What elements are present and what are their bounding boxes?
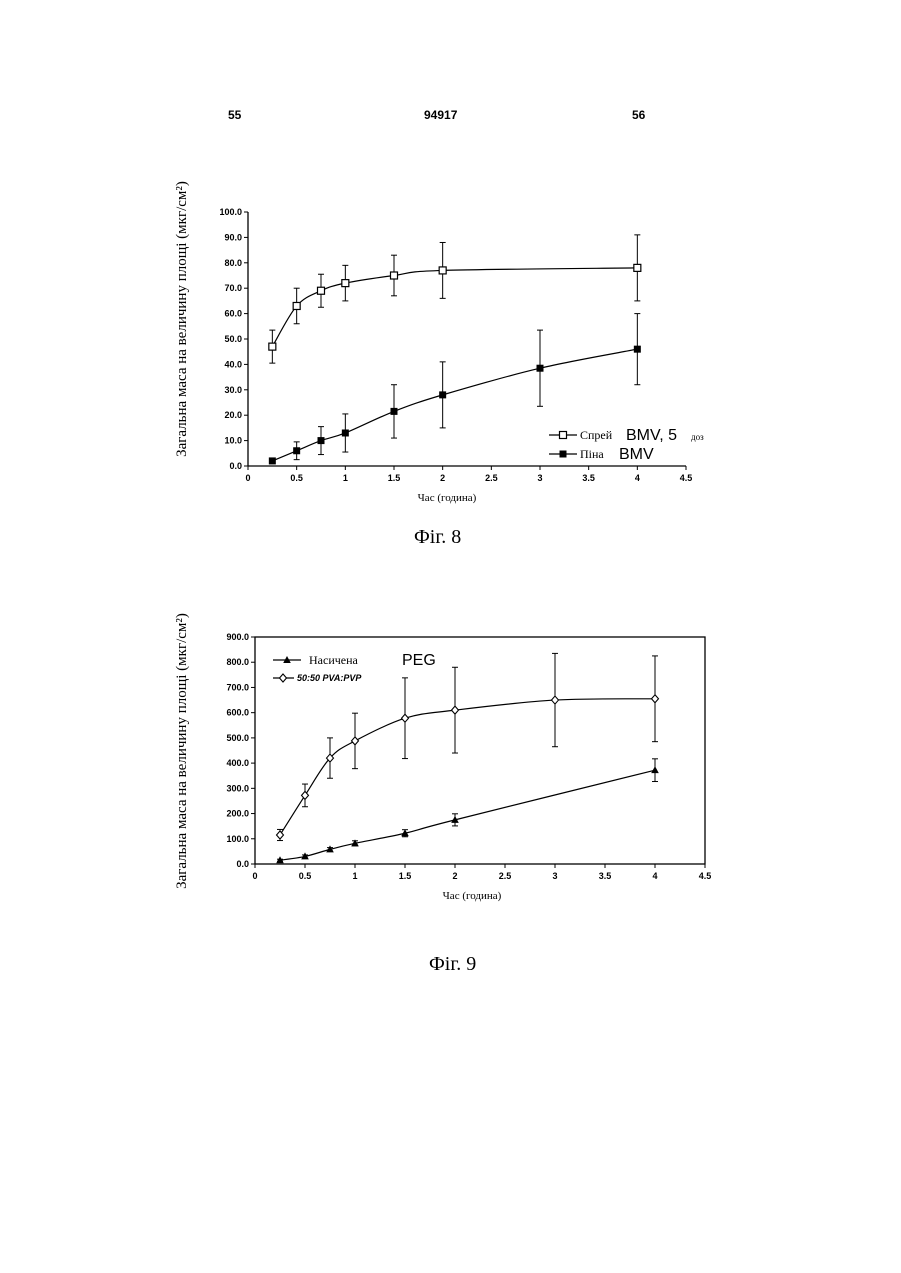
fig9-y-tick-label: 0.0 (236, 859, 249, 869)
fig9-y-axis-label: Загальна маса на величину площі (мкг/см²… (174, 613, 190, 889)
fig9-x-tick-label: 3.5 (599, 871, 612, 881)
fig9-y-tick-label: 700.0 (226, 682, 249, 692)
fig9-series-1-point (552, 696, 559, 704)
fig9-x-tick-label: 2 (452, 871, 457, 881)
figure-9-chart: 0.0 100.0 200.0 300.0 400.0 500.0 600.0 700.0 80… (0, 0, 901, 940)
fig9-x-tick-label: 2.5 (499, 871, 512, 881)
fig9-y-tick-label: 500.0 (226, 733, 249, 743)
fig9-legend-label-0: Насичена (309, 653, 359, 667)
fig9-y-tick-label: 300.0 (226, 783, 249, 793)
fig9-y-tick-label: 600.0 (226, 708, 249, 718)
fig9-y-tick-label: 200.0 (226, 809, 249, 819)
fig9-y-tick-label: 800.0 (226, 657, 249, 667)
fig9-series-1-line (280, 699, 655, 835)
fig9-legend-label-1: 50:50 PVA:PVP (297, 673, 362, 683)
fig9-x-tick-label: 3 (552, 871, 557, 881)
fig9-y-tick-label: 400.0 (226, 758, 249, 768)
fig9-x-tick-label: 1.5 (399, 871, 412, 881)
fig9-x-tick-label: 0 (252, 871, 257, 881)
fig9-x-tick-label: 4.5 (699, 871, 712, 881)
fig9-series-1-point (652, 695, 659, 703)
figure-9-caption: Фіг. 9 (429, 953, 476, 976)
fig9-legend-marker-1 (280, 674, 287, 682)
fig9-x-axis-label: Час (година) (443, 890, 502, 902)
fig9-series-1-point (402, 714, 409, 722)
fig9-plot-frame (255, 637, 705, 864)
fig9-series-1-point (452, 706, 459, 714)
fig9-legend-suffix-0: PEG (402, 652, 436, 669)
fig9-y-tick-label: 900.0 (226, 632, 249, 642)
fig9-x-tick-label: 4 (652, 871, 657, 881)
fig9-x-tick-label: 1 (352, 871, 357, 881)
fig9-series-1-point (352, 737, 359, 745)
fig9-series-0-line (280, 770, 655, 860)
fig9-y-tick-label: 100.0 (226, 834, 249, 844)
fig9-x-tick-label: 0.5 (299, 871, 312, 881)
fig9-series-0-point (651, 766, 659, 773)
